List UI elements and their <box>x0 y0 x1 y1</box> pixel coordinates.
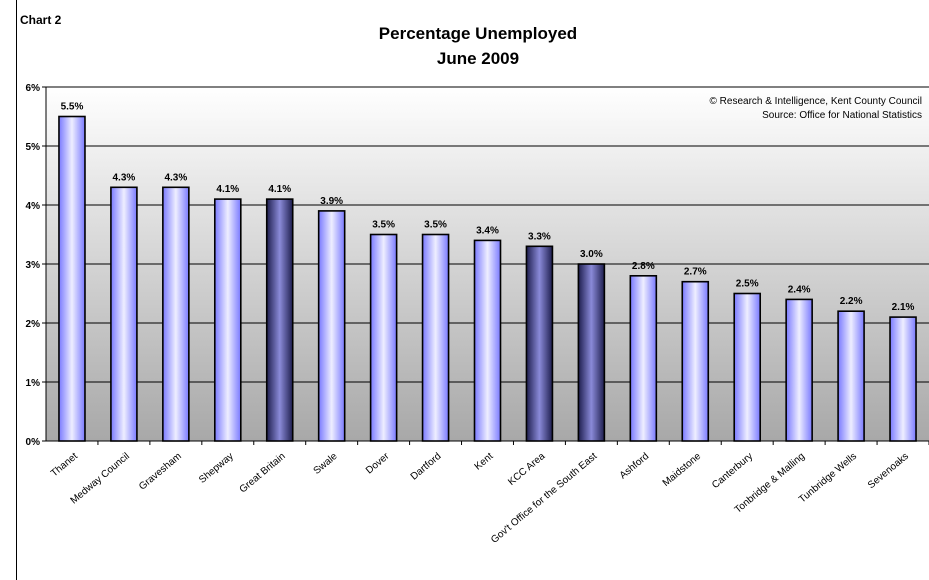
data-label: 2.1% <box>892 302 915 313</box>
bar <box>317 210 346 442</box>
data-label: 3.5% <box>372 220 395 231</box>
x-tick-label: Gov't Office for the South East <box>489 451 599 546</box>
y-tick-label: 1% <box>26 378 41 389</box>
bar <box>213 198 242 442</box>
data-label: 2.5% <box>736 279 759 290</box>
bar <box>733 292 762 442</box>
data-label: 4.3% <box>113 172 136 183</box>
data-label: 4.1% <box>268 184 291 195</box>
x-tick-label: Shepway <box>197 451 236 486</box>
chart-number-label: Chart 2 <box>20 13 62 27</box>
data-label: 5.5% <box>61 102 84 113</box>
bar <box>889 316 917 442</box>
x-tick-label: Dartford <box>409 451 444 483</box>
x-tick-label: Kent <box>473 451 496 473</box>
frame-line <box>16 0 17 580</box>
y-tick-label: 3% <box>26 260 41 271</box>
data-label: 4.1% <box>216 184 239 195</box>
data-label: 3.9% <box>320 196 343 207</box>
y-tick-label: 6% <box>26 83 41 94</box>
bar <box>421 233 450 442</box>
y-tick-label: 0% <box>26 437 41 448</box>
data-label: 2.4% <box>788 284 811 295</box>
bar <box>473 239 502 442</box>
x-tick-label: Swale <box>312 451 340 477</box>
bar <box>837 310 865 442</box>
data-label: 3.3% <box>528 231 551 242</box>
source-note: Source: Office for National Statistics <box>762 110 922 121</box>
data-label: 3.4% <box>476 225 499 236</box>
x-tick-label: Ashford <box>618 451 651 482</box>
bar <box>58 115 86 442</box>
bar <box>265 198 294 442</box>
x-tick-label: Maidstone <box>661 451 704 489</box>
data-label: 2.2% <box>840 296 863 307</box>
bar <box>162 186 190 442</box>
data-label: 4.3% <box>164 172 187 183</box>
bar <box>110 186 138 442</box>
data-label: 2.7% <box>684 267 707 278</box>
bar <box>681 280 710 442</box>
x-tick-label: Gravesham <box>137 451 184 493</box>
x-tick-label: Dover <box>364 450 392 476</box>
data-label: 3.0% <box>580 249 603 260</box>
bar <box>369 233 398 442</box>
bar <box>785 298 813 442</box>
bar <box>577 263 606 442</box>
y-tick-label: 5% <box>26 142 41 153</box>
y-tick-label: 2% <box>26 319 41 330</box>
x-tick-label: Canterbury <box>710 451 755 491</box>
x-tick-label: Great Britain <box>238 451 288 496</box>
x-tick-label: Sevenoaks <box>866 451 911 491</box>
bar <box>629 274 658 442</box>
copyright-note: © Research & Intelligence, Kent County C… <box>710 96 922 107</box>
x-tick-label: KCC Area <box>506 451 547 488</box>
chart-title: Percentage Unemployed <box>379 24 577 43</box>
chart-subtitle: June 2009 <box>437 49 519 68</box>
data-label: 2.8% <box>632 261 655 272</box>
y-tick-label: 4% <box>26 201 41 212</box>
x-tick-label: Thanet <box>49 451 80 480</box>
bar <box>525 245 554 442</box>
data-label: 3.5% <box>424 220 447 231</box>
